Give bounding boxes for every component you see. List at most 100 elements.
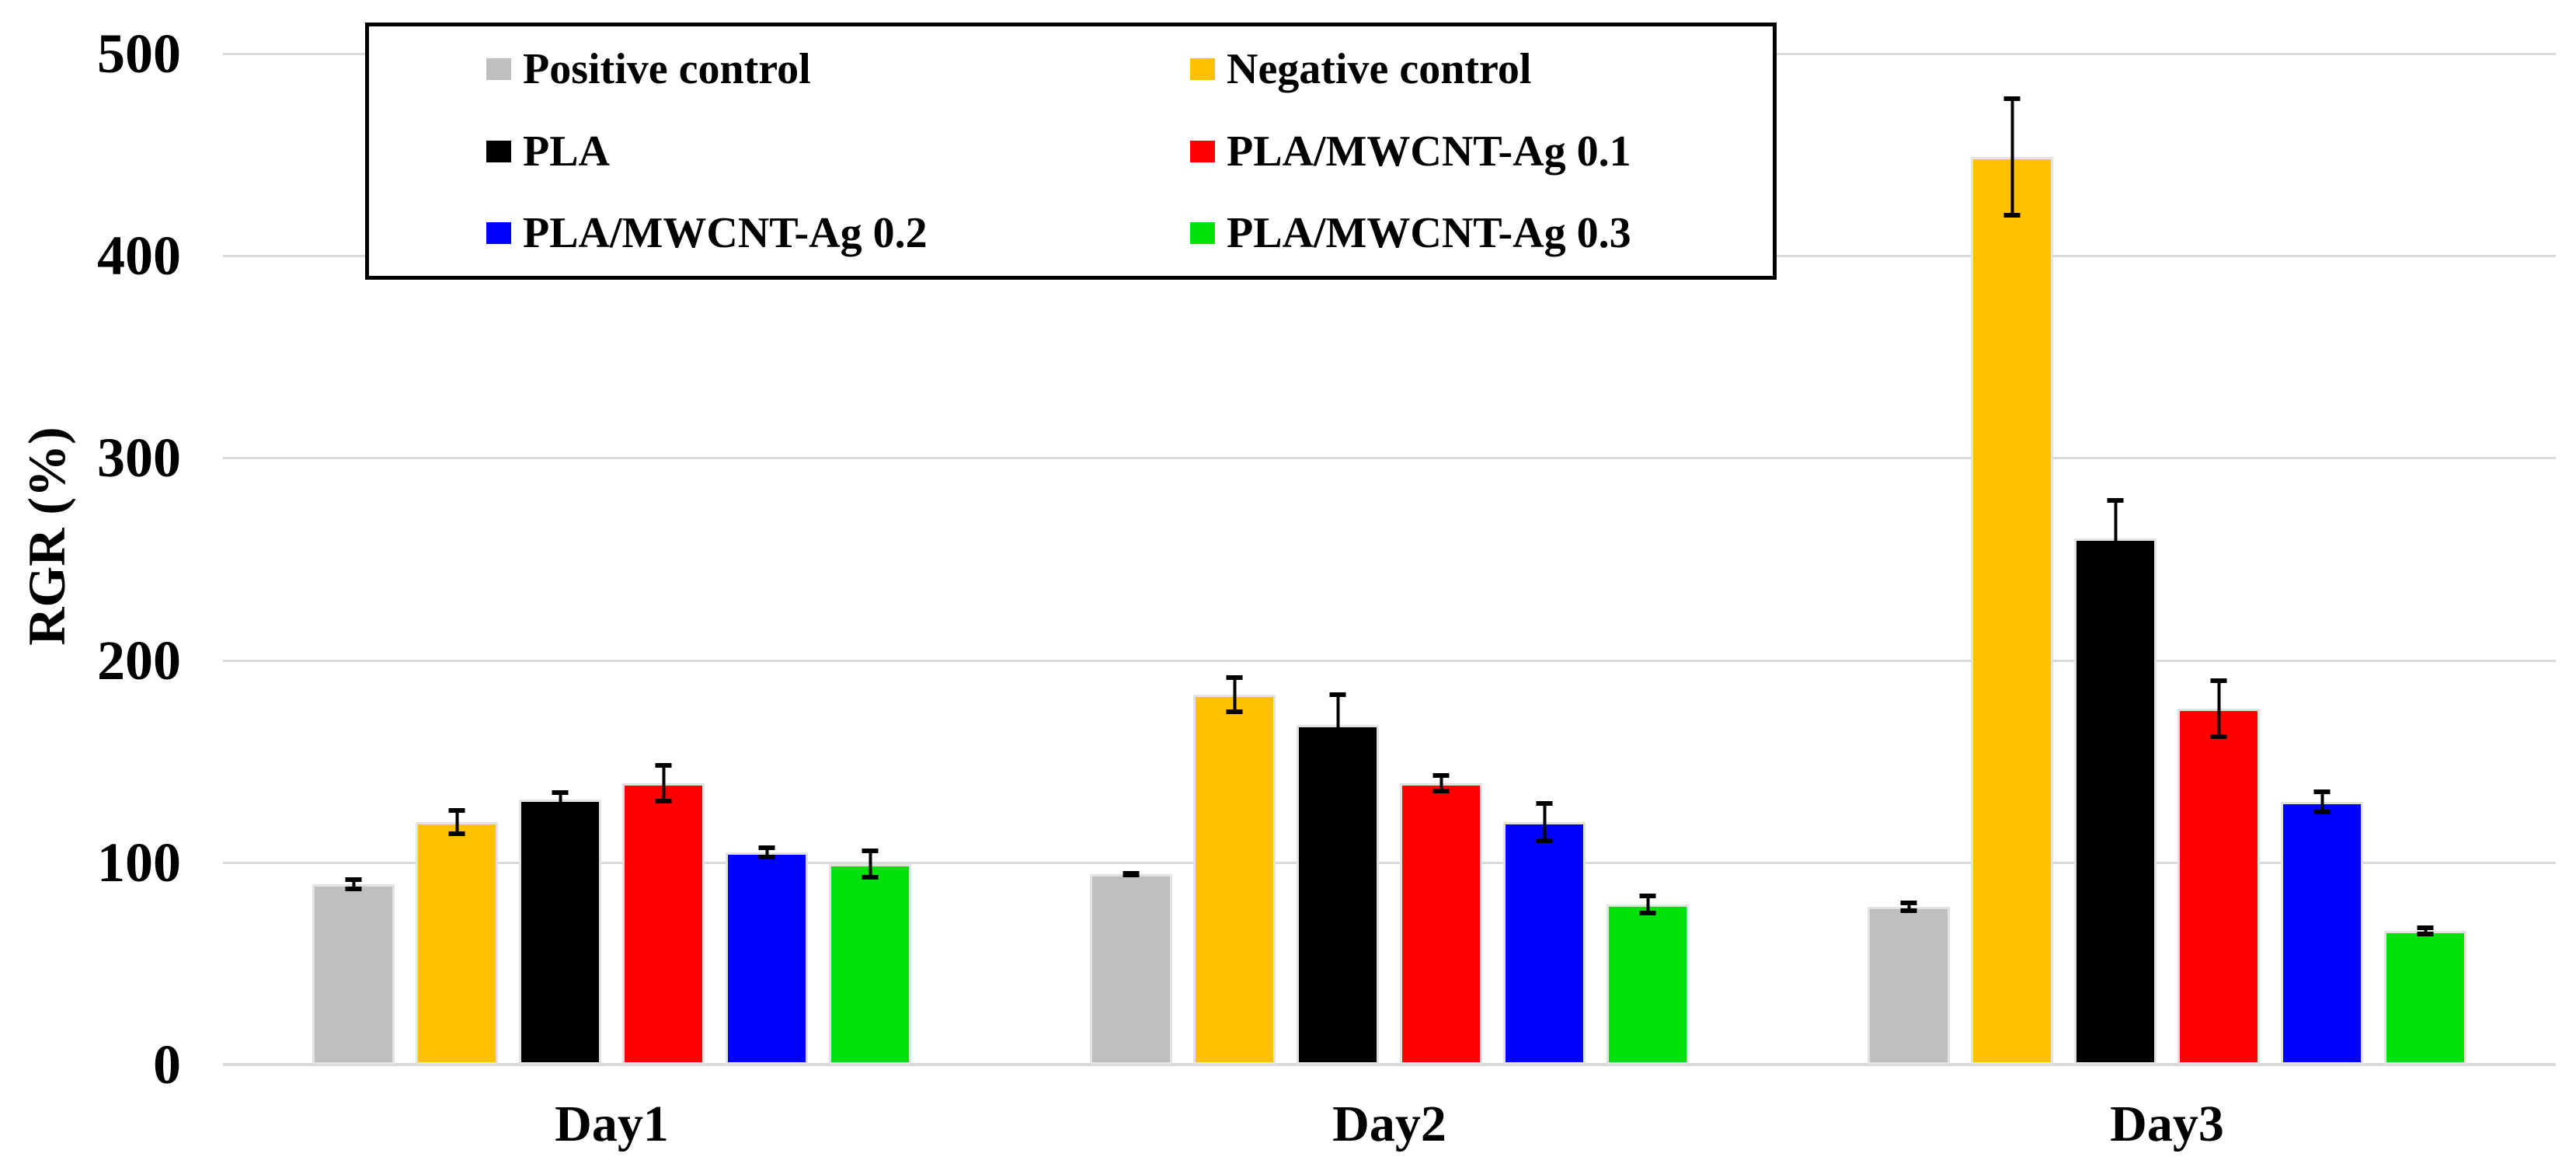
error-bar-bottom-cap [2313, 810, 2331, 814]
bar-day1-pla [519, 790, 601, 1065]
error-bar-line [559, 790, 562, 809]
error-bar-line [2010, 96, 2014, 218]
error-bar-top-cap [2210, 678, 2227, 683]
error-bar [2313, 789, 2331, 814]
error-bar [552, 790, 569, 809]
bar-day3-pla-mwcnt-ag-0-1 [2177, 678, 2260, 1065]
y-tick-label: 500 [97, 23, 181, 85]
legend-swatch-positive-control [486, 58, 511, 81]
error-bar-bottom-cap [1226, 709, 1243, 714]
error-bar-bottom-cap [655, 799, 672, 803]
error-bar-top-cap [758, 845, 775, 850]
error-bar-top-cap [2003, 96, 2021, 101]
error-bar-line [2114, 498, 2117, 579]
error-bar-top-cap [1329, 692, 1346, 697]
x-category-label-day1: Day1 [555, 1096, 669, 1152]
error-bar [862, 849, 879, 880]
bar-day1-pla-mwcnt-ag-0-2 [726, 845, 808, 1065]
error-bar-top-cap [2107, 498, 2124, 503]
error-bar [758, 845, 775, 859]
error-bar [2417, 925, 2434, 936]
error-bar-bottom-cap [1432, 789, 1450, 793]
error-bar-bottom-cap [1900, 908, 1917, 913]
error-bar-bottom-cap [2003, 213, 2021, 218]
legend-label: PLA/MWCNT-Ag 0.2 [523, 208, 928, 257]
y-tick-label: 100 [97, 831, 181, 894]
error-bar-line [1439, 773, 1443, 793]
bar-day3-pla-mwcnt-ag-0-3 [2384, 925, 2466, 1065]
error-bar-bottom-cap [2210, 734, 2227, 739]
bar-day3-pla [2074, 498, 2157, 1065]
error-bar [2003, 96, 2021, 218]
error-bar-bottom-cap [552, 804, 569, 809]
bar-day1-pla-mwcnt-ag-0-3 [829, 849, 911, 1065]
error-bar-top-cap [655, 763, 672, 768]
error-bar-top-cap [862, 849, 879, 853]
legend-item-pla-mwcnt-ag-0-2: PLA/MWCNT-Ag 0.2 [486, 194, 1190, 272]
bar-day2-positive-control [1090, 871, 1172, 1065]
y-tick-label: 300 [97, 427, 181, 490]
error-bar-bottom-cap [2417, 932, 2434, 936]
y-axis-tick-labels: 0 100 200 300 400 500 [0, 0, 181, 1164]
legend-item-pla-mwcnt-ag-0-3: PLA/MWCNT-Ag 0.3 [1190, 194, 1773, 272]
legend-swatch-pla [486, 140, 511, 162]
y-tick-label: 400 [97, 225, 181, 288]
bar-day2-pla-mwcnt-ag-0-2 [1503, 801, 1586, 1065]
bar-day2-pla-mwcnt-ag-0-3 [1607, 894, 1689, 1065]
legend-label: PLA/MWCNT-Ag 0.1 [1227, 127, 1631, 176]
error-bar-bottom-cap [1329, 753, 1346, 758]
error-bar-top-cap [1432, 773, 1450, 778]
error-bar-top-cap [1639, 894, 1656, 898]
error-bar [2210, 678, 2227, 739]
error-bar-top-cap [1226, 675, 1243, 680]
error-bar [655, 763, 672, 803]
error-bar-line [1543, 801, 1546, 843]
legend-box: Positive control Negative control PLA PLA/M… [365, 23, 1777, 280]
legend-label: Negative control [1227, 45, 1532, 94]
error-bar-line [1336, 692, 1339, 758]
gridline-200 [223, 659, 2556, 662]
x-category-label-day2: Day2 [1332, 1096, 1446, 1152]
bar-day3-negative-control [1971, 96, 2053, 1065]
legend-item-pla-mwcnt-ag-0-1: PLA/MWCNT-Ag 0.1 [1190, 113, 1773, 190]
legend-item-positive-control: Positive control [486, 30, 1190, 108]
error-bar [448, 808, 465, 836]
error-bar-bottom-cap [2107, 574, 2124, 579]
error-bar-bottom-cap [1536, 838, 1553, 843]
error-bar-bottom-cap [862, 875, 879, 880]
error-bar-line [1907, 901, 1910, 913]
error-bar-top-cap [345, 877, 362, 882]
bar-day1-negative-control [416, 808, 498, 1065]
error-bar-line [1646, 894, 1649, 915]
y-tick-label: 0 [153, 1033, 181, 1096]
error-bar-bottom-cap [1639, 911, 1656, 915]
bar-day2-negative-control [1193, 675, 1276, 1065]
error-bar-top-cap [2417, 925, 2434, 930]
error-bar-top-cap [1536, 801, 1553, 806]
legend-label: PLA [523, 127, 610, 176]
error-bar-bottom-cap [345, 887, 362, 891]
error-bar [1639, 894, 1656, 915]
error-bar-line [2217, 678, 2220, 739]
error-bar [1900, 901, 1917, 913]
error-bar-line [1233, 675, 1236, 714]
error-bar [1226, 675, 1243, 714]
x-axis-line [223, 1063, 2556, 1066]
plot-area: Day1 Day2 Day3 [223, 0, 2556, 1164]
gridline-300 [223, 457, 2556, 460]
error-bar-line [2424, 925, 2427, 936]
gridline-100 [223, 861, 2556, 864]
bar-day1-pla-mwcnt-ag-0-1 [622, 763, 705, 1065]
error-bar-top-cap [448, 808, 465, 813]
error-bar-bottom-cap [1123, 873, 1140, 877]
legend-swatch-pla-mwcnt-ag-0-1 [1190, 140, 1215, 162]
legend-swatch-negative-control [1190, 58, 1215, 81]
legend-swatch-pla-mwcnt-ag-0-2 [486, 221, 511, 244]
error-bar-line [2320, 789, 2324, 814]
error-bar-bottom-cap [448, 831, 465, 836]
error-bar [1432, 773, 1450, 793]
error-bar [345, 877, 362, 891]
y-tick-label: 200 [97, 629, 181, 692]
category-band-day2 [1001, 0, 1778, 1065]
